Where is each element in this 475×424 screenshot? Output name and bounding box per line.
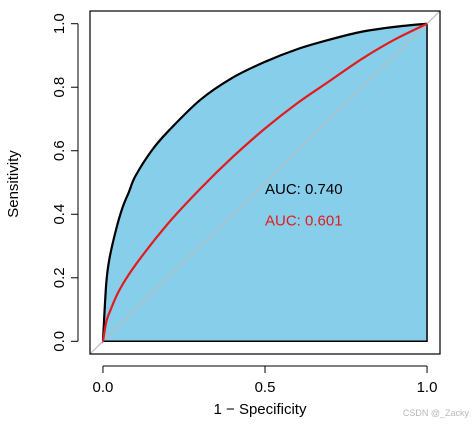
x-tick-label: 1.0 <box>417 379 438 396</box>
y-tick-label: 0.4 <box>51 204 68 225</box>
watermark: CSDN @_Zacky <box>402 408 469 418</box>
x-tick-label: 0.5 <box>255 379 276 396</box>
y-tick-label: 0.8 <box>51 77 68 98</box>
auc-label-red: AUC: 0.601 <box>265 213 343 230</box>
x-axis: 0.0 0.5 1.0 <box>93 365 438 396</box>
roc-curve-red <box>101 22 428 342</box>
y-axis-title: Sensitivity <box>5 150 22 218</box>
reference-diagonal <box>89 10 441 355</box>
auc-label-black: AUC: 0.740 <box>265 181 343 198</box>
y-axis: 0.0 0.2 0.4 0.6 0.8 1.0 <box>51 13 79 352</box>
x-axis-title: 1 − Specificity <box>214 401 307 418</box>
y-tick-label: 0.2 <box>51 267 68 288</box>
y-tick-label: 0.6 <box>51 140 68 161</box>
y-tick-label: 0.0 <box>51 331 68 352</box>
roc-curve-black <box>101 22 428 342</box>
y-tick-label: 1.0 <box>51 13 68 34</box>
x-tick-label: 0.0 <box>93 379 114 396</box>
plot-frame <box>89 10 441 355</box>
